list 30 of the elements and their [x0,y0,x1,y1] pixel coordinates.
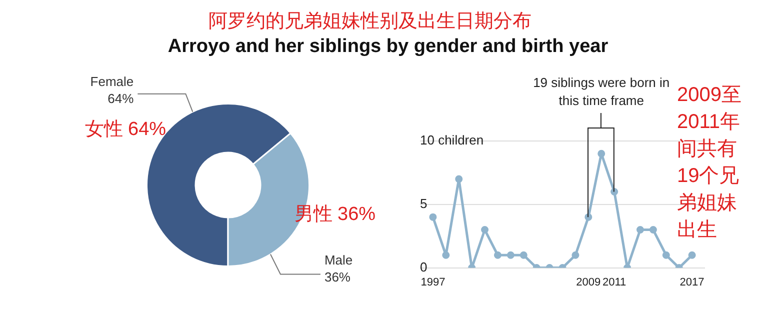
text: 女性 64% [84,119,166,140]
point [572,251,580,259]
y-tick-label: 0 [420,259,428,274]
point [481,226,489,234]
x-tick-label: 2017 [680,276,704,288]
data-label: 36% [324,269,351,284]
text: 19 siblings were born in this time frame [532,74,671,110]
point [636,226,644,234]
text: 男性 36% [294,204,376,226]
point [442,251,450,259]
point [688,251,696,259]
point [598,150,606,158]
point [520,251,528,259]
annotation: 2009至2011年间共有19个兄弟姐妹出生 [677,83,742,243]
chart-title: Arroyo and her siblings by gender and birth year [166,36,610,58]
point [429,213,437,221]
point [662,251,670,259]
x-tick-label: 2011 [602,276,626,288]
point [494,251,502,259]
x-tick-label: 2009 [576,276,601,288]
y-tick-label: 5 [420,196,428,211]
point [455,175,463,183]
x-tick-label: 1997 [420,276,446,288]
slice-label: Female [90,74,134,89]
y-tick-label: 10 children [420,132,484,148]
point [506,251,514,259]
data-label: 64% [108,90,134,106]
chart-subtitle: 阿罗约的兄弟姐妹性别及出生日期分布 [208,10,532,34]
point [649,226,657,234]
slice-label: Male [324,252,353,268]
